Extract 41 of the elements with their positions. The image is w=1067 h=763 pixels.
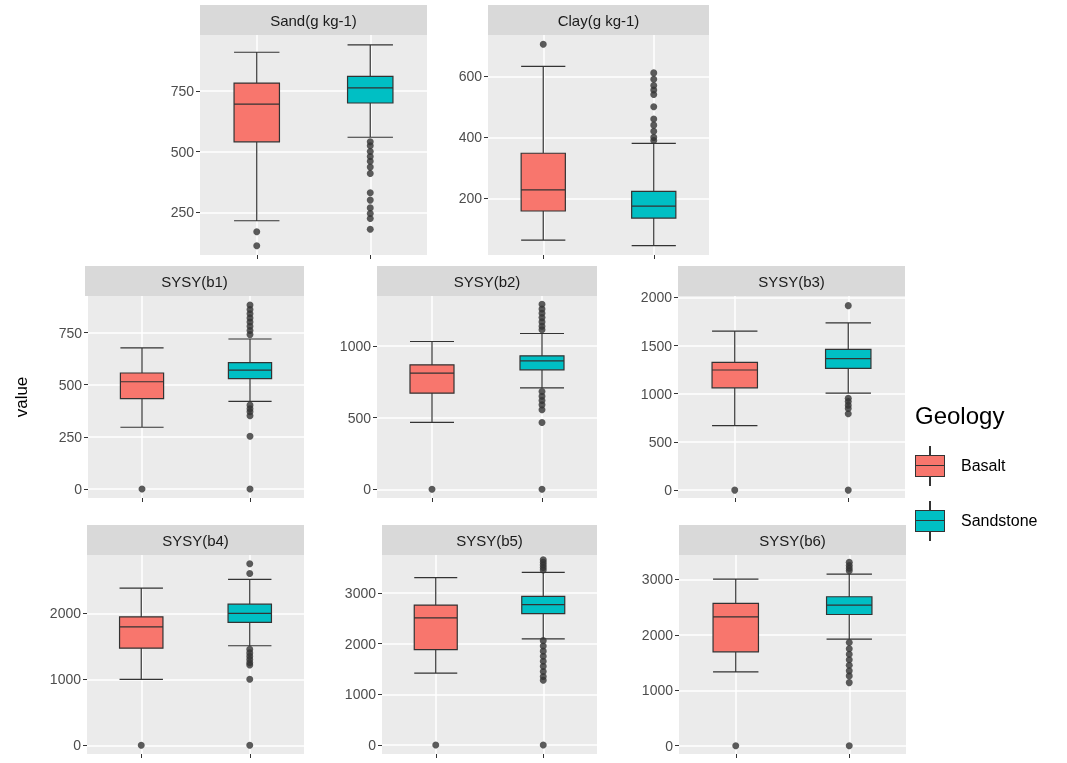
y-tick-label: 1500 bbox=[640, 337, 673, 354]
y-tick-label: 0 bbox=[363, 481, 372, 498]
chart-title: SYSY(b2) bbox=[377, 266, 597, 296]
y-tick-label: 1000 bbox=[344, 686, 377, 703]
text: Sandstone bbox=[961, 511, 1038, 530]
y-tick-label: 400 bbox=[458, 129, 483, 146]
y-tick-label: 200 bbox=[458, 190, 483, 207]
y-tick-label: 0 bbox=[664, 482, 673, 499]
chart-title: Clay(g kg-1) bbox=[488, 5, 709, 35]
y-tick-label: 1000 bbox=[339, 338, 372, 355]
y-tick-label: 600 bbox=[458, 68, 483, 85]
y-tick-label: 750 bbox=[58, 324, 83, 341]
y-tick-label: 0 bbox=[74, 481, 83, 498]
y-tick-label: 3000 bbox=[344, 584, 377, 601]
y-tick-label: 1000 bbox=[641, 682, 674, 699]
chart-title: SYSY(b1) bbox=[85, 266, 304, 296]
y-tick-label: 500 bbox=[170, 143, 195, 160]
y-tick-label: 0 bbox=[368, 737, 377, 754]
y-tick-label: 1000 bbox=[640, 385, 673, 402]
y-tick-label: 2000 bbox=[49, 605, 82, 622]
y-tick-label: 500 bbox=[648, 433, 673, 450]
y-tick-label: 750 bbox=[170, 82, 195, 99]
chart-title: SYSY(b5) bbox=[382, 525, 597, 555]
y-tick-label: 500 bbox=[347, 409, 372, 426]
y-tick-label: 2000 bbox=[344, 635, 377, 652]
y-axis-title: value bbox=[12, 376, 31, 418]
y-tick-label: 250 bbox=[170, 204, 195, 221]
text: Basalt bbox=[961, 456, 1006, 475]
chart-title: SYSY(b3) bbox=[678, 266, 905, 296]
y-tick-label: 2000 bbox=[640, 289, 673, 306]
chart-title: SYSY(b4) bbox=[87, 525, 304, 555]
y-tick-label: 500 bbox=[58, 376, 83, 393]
y-tick-label: 3000 bbox=[641, 571, 674, 588]
y-tick-label: 0 bbox=[665, 737, 674, 754]
y-tick-label: 2000 bbox=[641, 626, 674, 643]
chart-title: SYSY(b6) bbox=[679, 525, 906, 555]
y-tick-label: 1000 bbox=[49, 671, 82, 688]
y-tick-label: 250 bbox=[58, 428, 83, 445]
legend-title: Geology bbox=[915, 402, 1006, 430]
chart-title: Sand(g kg-1) bbox=[200, 5, 427, 35]
y-tick-label: 0 bbox=[73, 737, 82, 754]
